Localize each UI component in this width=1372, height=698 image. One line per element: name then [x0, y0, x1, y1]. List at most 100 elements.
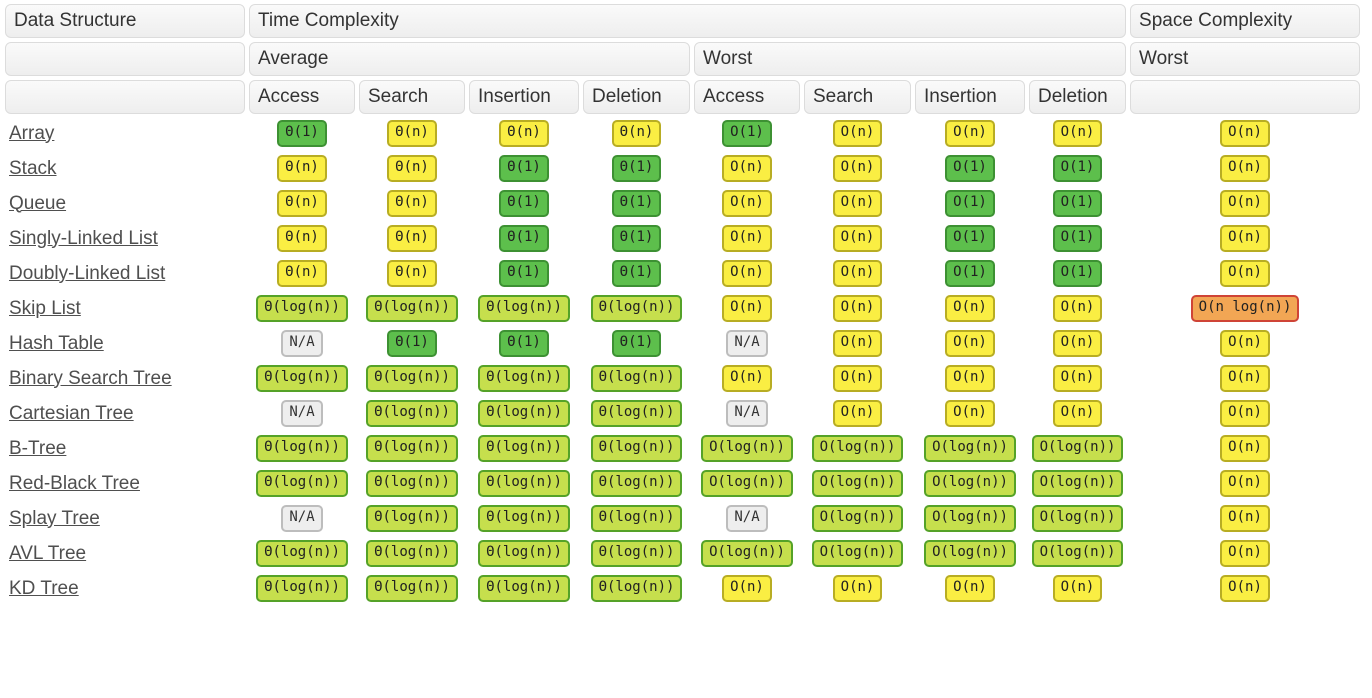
complexity-badge: Θ(n)	[387, 225, 437, 252]
complexity-cell: O(1)	[915, 188, 1025, 219]
complexity-cell: O(n)	[1029, 328, 1126, 359]
complexity-badge: Θ(log(n))	[478, 505, 570, 532]
complexity-cell: Θ(log(n))	[249, 363, 355, 394]
header-worst-access: Access	[694, 80, 800, 114]
complexity-badge: Θ(n)	[277, 190, 327, 217]
complexity-cell: O(1)	[1029, 258, 1126, 289]
complexity-cell: O(n)	[1130, 188, 1360, 219]
data-structure-link[interactable]: B-Tree	[9, 437, 67, 459]
complexity-badge: O(n)	[1220, 470, 1270, 497]
header-row-1: Data Structure Time Complexity Space Com…	[5, 4, 1361, 38]
header-empty-cell	[1130, 80, 1361, 114]
data-structure-link[interactable]: Doubly-Linked List	[9, 262, 166, 284]
complexity-cell: N/A	[249, 503, 355, 534]
complexity-badge: O(n)	[832, 365, 883, 392]
complexity-badge: O(n)	[1220, 190, 1270, 217]
complexity-cell: Θ(log(n))	[583, 573, 690, 604]
complexity-badge: O(log(n))	[701, 435, 793, 462]
complexity-cell: Θ(log(n))	[359, 573, 465, 604]
complexity-cell: O(n)	[1130, 328, 1360, 359]
data-structure-link[interactable]: Queue	[9, 192, 67, 214]
complexity-badge: Θ(log(n))	[256, 540, 348, 567]
complexity-cell: O(log(n))	[694, 538, 800, 569]
data-structure-link[interactable]: Cartesian Tree	[9, 402, 134, 424]
data-structure-link[interactable]: Red-Black Tree	[9, 472, 140, 494]
complexity-badge: O(n)	[1052, 575, 1103, 602]
complexity-badge: Θ(1)	[611, 225, 662, 252]
header-empty-cell	[5, 80, 245, 114]
complexity-cell: O(n)	[1130, 363, 1360, 394]
complexity-badge: Θ(log(n))	[478, 540, 570, 567]
complexity-badge: O(n)	[1220, 120, 1270, 147]
data-structure-link[interactable]: Stack	[9, 157, 57, 179]
table-row: KD Tree Θ(log(n)) Θ(log(n)) Θ(log(n)) Θ(log(…	[5, 573, 1360, 604]
complexity-cell: O(n)	[1130, 398, 1360, 429]
data-structure-cell: AVL Tree	[5, 538, 245, 569]
complexity-cell: Θ(n)	[359, 118, 465, 149]
complexity-cell: O(log(n))	[804, 468, 911, 499]
data-structure-link[interactable]: Skip List	[9, 297, 81, 319]
data-structure-link[interactable]: Array	[9, 122, 55, 144]
complexity-badge: O(n)	[1220, 540, 1270, 567]
header-time-complexity: Time Complexity	[249, 4, 1127, 38]
complexity-badge: Θ(n)	[387, 155, 437, 182]
complexity-cell: O(log(n))	[915, 468, 1025, 499]
complexity-badge: Θ(log(n))	[590, 295, 683, 322]
complexity-badge: O(log(n))	[811, 540, 904, 567]
complexity-cell: O(n)	[694, 223, 800, 254]
complexity-cell: N/A	[249, 398, 355, 429]
header-worst: Worst	[694, 42, 1127, 76]
complexity-badge: Θ(log(n))	[478, 400, 570, 427]
complexity-cell: O(log(n))	[915, 433, 1025, 464]
complexity-cell: Θ(log(n))	[359, 433, 465, 464]
complexity-cell: Θ(log(n))	[359, 503, 465, 534]
header-avg-access: Access	[249, 80, 355, 114]
complexity-cell: Θ(n)	[359, 188, 465, 219]
complexity-cell: O(n)	[1130, 433, 1360, 464]
complexity-cell: Θ(log(n))	[249, 468, 355, 499]
complexity-badge: O(n)	[722, 365, 772, 392]
complexity-badge: O(n)	[1220, 225, 1270, 252]
complexity-badge: Θ(n)	[387, 190, 437, 217]
complexity-cell: O(n)	[804, 258, 911, 289]
complexity-cell: O(n)	[694, 153, 800, 184]
complexity-cell: Θ(log(n))	[359, 538, 465, 569]
complexity-cell: Θ(n)	[583, 118, 690, 149]
complexity-badge: Θ(log(n))	[478, 470, 570, 497]
complexity-badge: Θ(log(n))	[478, 295, 570, 322]
complexity-badge: Θ(log(n))	[478, 435, 570, 462]
complexity-cell: O(log(n))	[1029, 538, 1126, 569]
complexity-badge: Θ(1)	[499, 155, 549, 182]
complexity-cell: Θ(log(n))	[583, 398, 690, 429]
header-data-structure: Data Structure	[5, 4, 245, 38]
data-structure-cell: B-Tree	[5, 433, 245, 464]
complexity-cell: O(n)	[694, 188, 800, 219]
table-row: Red-Black Tree Θ(log(n)) Θ(log(n)) Θ(log(n)…	[5, 468, 1360, 499]
complexity-cell: O(n)	[1130, 223, 1360, 254]
complexity-cell: O(n)	[915, 398, 1025, 429]
data-structure-link[interactable]: Binary Search Tree	[9, 367, 172, 389]
table-row: Array Θ(1) Θ(n) Θ(n) Θ(n) O(1) O(n) O(n) O(n) O(n…	[5, 118, 1360, 149]
complexity-badge: O(n)	[832, 575, 883, 602]
data-structure-cell: Doubly-Linked List	[5, 258, 245, 289]
complexity-cell: O(n)	[1130, 503, 1360, 534]
data-structure-link[interactable]: Splay Tree	[9, 507, 100, 529]
complexity-cell: Θ(log(n))	[469, 433, 579, 464]
complexity-cell: O(n)	[1130, 118, 1360, 149]
data-structure-link[interactable]: Hash Table	[9, 332, 104, 354]
complexity-badge: Θ(log(n))	[256, 575, 348, 602]
complexity-badge: O(n)	[1220, 435, 1270, 462]
data-structure-link[interactable]: AVL Tree	[9, 542, 87, 564]
complexity-badge: O(n)	[722, 260, 772, 287]
data-structure-link[interactable]: Singly-Linked List	[9, 227, 158, 249]
complexity-badge: O(n)	[832, 190, 883, 217]
complexity-badge: Θ(log(n))	[590, 365, 683, 392]
data-structure-link[interactable]: KD Tree	[9, 577, 79, 599]
complexity-cell: O(n)	[804, 118, 911, 149]
complexity-badge: O(n)	[945, 120, 995, 147]
complexity-cell: O(n log(n))	[1130, 293, 1360, 324]
header-avg-deletion: Deletion	[583, 80, 690, 114]
complexity-badge: Θ(log(n))	[590, 505, 683, 532]
complexity-cell: N/A	[694, 328, 800, 359]
table-row: Binary Search Tree Θ(log(n)) Θ(log(n)) Θ(lo…	[5, 363, 1360, 394]
